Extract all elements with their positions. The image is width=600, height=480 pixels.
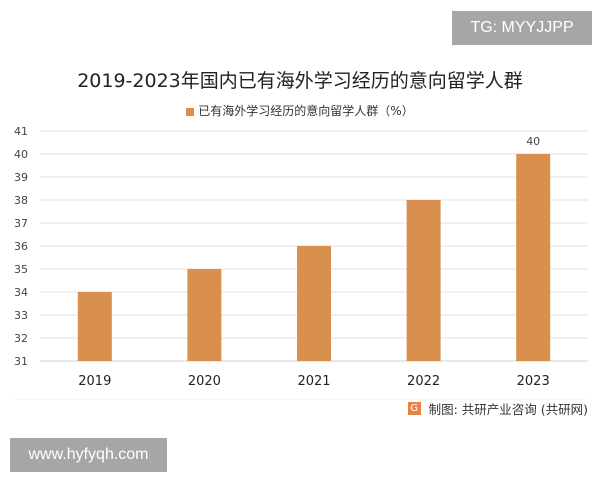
- y-tick-label: 35: [14, 263, 28, 276]
- x-tick-label: 2019: [78, 374, 111, 389]
- x-tick-label: 2023: [517, 374, 550, 389]
- y-tick-label: 39: [14, 171, 28, 184]
- x-tick-label: 2021: [297, 374, 330, 389]
- bar-2022: [406, 200, 441, 361]
- y-tick-label: 37: [14, 217, 28, 230]
- y-tick-label: 38: [14, 194, 28, 207]
- bar-2021: [297, 246, 331, 361]
- x-tick-label: 2020: [188, 374, 221, 389]
- legend-swatch: [186, 107, 195, 116]
- source-note: G 制图: 共研产业咨询 (共研网): [407, 399, 588, 418]
- y-tick-label: 31: [14, 355, 28, 368]
- x-tick-label: 2022: [407, 374, 440, 389]
- y-tick-label: 34: [14, 286, 28, 299]
- bar-2023: [516, 154, 551, 361]
- legend-label: 已有海外学习经历的意向留学人群（%）: [198, 104, 414, 118]
- source-text: 制图: 共研产业咨询 (共研网): [428, 402, 588, 417]
- bar-chart: 31 32 33 34 35 36 37 38 39 40 41 2019 2020 2021 2022 20…: [12, 125, 588, 400]
- y-tick-label: 33: [14, 309, 28, 322]
- source-logo-icon: G: [407, 402, 421, 415]
- data-label: 40: [526, 135, 540, 148]
- y-tick-label: 40: [14, 148, 28, 161]
- y-tick-label: 32: [14, 332, 28, 345]
- watermark-bottom: www.hyfyqh.com: [10, 438, 167, 472]
- chart-title: 2019-2023年国内已有海外学习经历的意向留学人群: [77, 70, 523, 92]
- y-tick-label: 36: [14, 240, 28, 253]
- bar-2019: [77, 292, 112, 361]
- watermark-top: TG: MYYJJPP: [452, 11, 592, 45]
- y-tick-label: 41: [14, 125, 28, 138]
- bar-2020: [187, 269, 222, 361]
- legend: 已有海外学习经历的意向留学人群（%）: [0, 102, 600, 119]
